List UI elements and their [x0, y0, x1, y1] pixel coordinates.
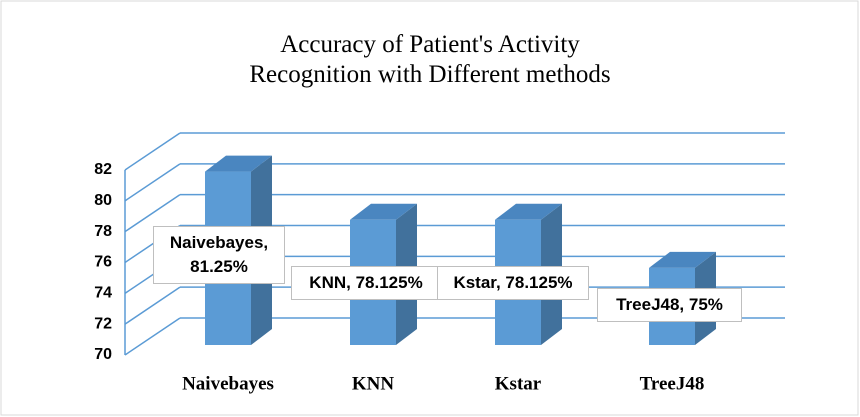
- y-tick-label: 78: [94, 223, 112, 240]
- bar-top: [350, 203, 417, 220]
- bar-top: [205, 155, 272, 172]
- chart-title: Accuracy of Patient's Activity Recogniti…: [249, 31, 611, 88]
- grid-line: [124, 194, 181, 233]
- data-label: TreeJ48, 75%: [597, 288, 742, 322]
- x-tick-label: Kstar: [495, 373, 542, 394]
- grid-line: [124, 286, 181, 325]
- grid-line: [124, 163, 181, 202]
- bar-top: [495, 203, 562, 220]
- grid-line: [124, 132, 181, 171]
- data-label: Kstar, 78.125%: [437, 266, 589, 300]
- y-tick-label: 74: [94, 285, 112, 302]
- data-label: Naivebayes, 81.25%: [153, 226, 285, 284]
- y-tick-label: 82: [94, 161, 112, 178]
- y-tick-label: 76: [94, 254, 112, 271]
- y-tick-label: 72: [94, 315, 112, 332]
- grid-line: [124, 317, 181, 356]
- x-tick-label: Naivebayes: [182, 373, 274, 394]
- y-tick-label: 80: [94, 192, 112, 209]
- bar-top: [649, 251, 716, 268]
- y-tick-label: 70: [94, 346, 112, 363]
- x-tick-label: TreeJ48: [640, 373, 705, 394]
- x-tick-label: KNN: [352, 373, 395, 394]
- data-label: KNN, 78.125%: [291, 266, 441, 300]
